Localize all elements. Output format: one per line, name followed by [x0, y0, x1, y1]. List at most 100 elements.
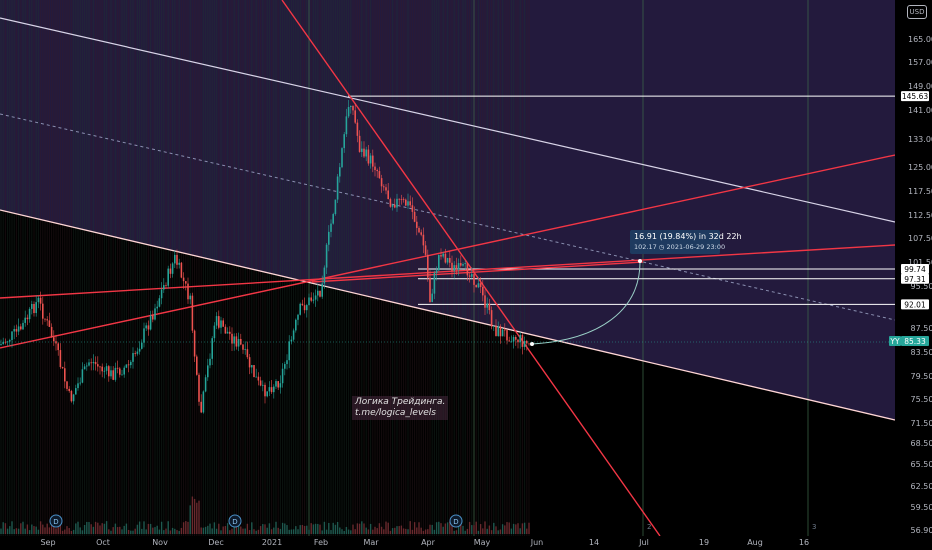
volume-bar [383, 529, 385, 534]
volume-bar [519, 528, 521, 534]
candle-body [365, 149, 367, 157]
volume-bar [248, 530, 251, 534]
volume-bar [358, 523, 361, 534]
candle-body [383, 186, 385, 188]
candle-body [251, 365, 253, 368]
tint-bar [26, 0, 28, 536]
volume-bar [429, 524, 431, 534]
candle-body [185, 281, 187, 284]
tint-bar [253, 0, 255, 536]
last-price-tag[interactable]: YY 85.33 [889, 336, 929, 347]
volume-bar [83, 524, 86, 534]
candle-body [42, 303, 44, 319]
candle-body [455, 265, 458, 270]
tint-bar [132, 0, 134, 536]
volume-bar [251, 522, 253, 534]
candle-body [273, 386, 275, 393]
level-price-tag[interactable]: 99.74 [901, 264, 929, 275]
tint-bar [271, 0, 273, 536]
level-price-tag[interactable]: 145.63 [901, 91, 929, 102]
candle-body [396, 198, 398, 208]
candle-body [171, 263, 174, 274]
volume-bar [0, 528, 2, 534]
volume-bar [97, 522, 99, 534]
volume-bar [286, 525, 288, 534]
tint-bar [224, 0, 226, 536]
event-marker-1[interactable]: D [49, 514, 63, 528]
candle-body [508, 340, 510, 342]
volume-bar [94, 521, 97, 534]
tint-bar [414, 0, 416, 536]
tint-bar [154, 0, 156, 536]
volume-bar [13, 529, 15, 534]
tint-bar [422, 0, 424, 536]
bottom-marker: 2 [647, 523, 651, 531]
volume-bar [497, 530, 499, 534]
candlesticks [0, 100, 530, 414]
volume-bar [446, 522, 449, 534]
candle-body [189, 295, 191, 300]
event-marker-3[interactable]: D [449, 514, 463, 528]
volume-bar [499, 529, 502, 534]
volume-bar [451, 523, 453, 534]
y-tick-label: 112.50 [908, 211, 932, 220]
candle-body [438, 255, 440, 271]
volume-bar [119, 526, 121, 534]
volume-bar [72, 529, 75, 534]
tint-bar [491, 0, 493, 536]
tint-bar [310, 0, 312, 536]
event-marker-label: D [232, 518, 237, 526]
candle-body [301, 303, 304, 306]
tint-bar [189, 0, 191, 536]
volume-bar [523, 522, 526, 534]
candle-body [308, 297, 310, 306]
tint-bar [469, 0, 471, 536]
volume-bar [152, 527, 154, 534]
candle-body [26, 317, 29, 320]
volume-bar [365, 527, 367, 534]
level-price-tag[interactable]: 97.31 [901, 273, 929, 284]
volume-bar [81, 530, 84, 534]
volume-bar [2, 522, 4, 534]
candle-body [99, 366, 101, 368]
volume-bar [141, 528, 143, 534]
candle-body [204, 377, 207, 392]
candle-body [281, 368, 284, 384]
candle-body [339, 167, 341, 177]
candle-body [361, 148, 363, 152]
tint-bar [418, 0, 420, 536]
volume-bar [209, 523, 211, 534]
candle-body [224, 326, 227, 334]
volume-bar [292, 529, 295, 534]
tint-bar [341, 0, 343, 536]
volume-bar [123, 525, 125, 534]
volume-bar [442, 526, 444, 534]
volume-bar [301, 524, 304, 534]
candle-body [358, 135, 361, 152]
volume-bar [222, 526, 224, 534]
tint-bar [389, 0, 391, 536]
currency-badge[interactable]: USD [907, 5, 927, 19]
volume-bar [416, 527, 418, 534]
tint-bar [398, 0, 400, 536]
candle-body [400, 199, 403, 201]
y-tick-label: 117.50 [908, 187, 932, 196]
volume-bar [464, 530, 466, 534]
tint-bar [376, 0, 378, 536]
y-tick-label: 62.50 [911, 482, 932, 491]
volume-bar [92, 526, 95, 534]
volume-bar [255, 530, 257, 534]
candle-body [83, 366, 86, 370]
candle-body [284, 364, 286, 369]
time-axis[interactable] [0, 536, 932, 550]
level-price-tag[interactable]: 92.01 [901, 299, 929, 310]
volume-bar [28, 530, 31, 534]
volume-bar [471, 525, 473, 534]
volume-bar [132, 530, 134, 534]
candle-body [125, 364, 128, 368]
tint-bar [174, 0, 176, 536]
candle-body [453, 265, 455, 271]
candle-body [154, 308, 156, 320]
event-marker-2[interactable]: D [228, 514, 242, 528]
